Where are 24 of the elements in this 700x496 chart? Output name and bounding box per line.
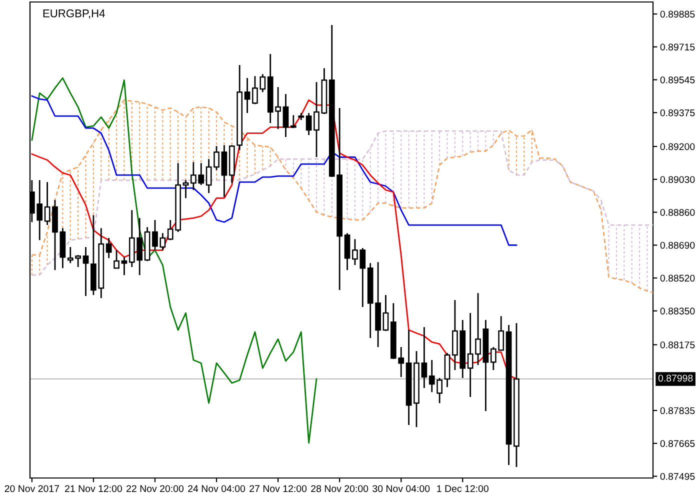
x-tick-label: 20 Nov 2017 — [4, 485, 60, 492]
y-tick-label: 0.89715 — [660, 44, 695, 50]
y-tick-label: 0.88690 — [660, 242, 695, 249]
y-tick-label: 0.89375 — [660, 109, 695, 116]
x-tick-label: 22 Nov 20:00 — [126, 485, 184, 492]
y-tick-label: 0.89200 — [660, 143, 695, 150]
x-tick-label: 28 Nov 20:00 — [311, 485, 368, 492]
y-tick-label: 0.89885 — [660, 10, 695, 18]
y-tick-label: 0.88350 — [660, 308, 695, 315]
x-tick-label: 27 Nov 12:00 — [250, 485, 307, 492]
y-tick-label: 0.88175 — [660, 341, 695, 348]
x-tick-label: 24 Nov 04:00 — [188, 485, 246, 492]
x-tick-label: 30 Nov 04:00 — [372, 485, 430, 492]
x-tick-label: 1 Dec 12:00 — [437, 485, 488, 492]
y-tick-label: 0.87665 — [660, 440, 695, 447]
x-tick-label: 21 Nov 12:00 — [65, 485, 122, 492]
y-tick-label: 0.89030 — [660, 176, 695, 183]
text: EURGBP,H4 — [43, 9, 105, 19]
y-tick-label: 0.89545 — [660, 76, 695, 84]
y-tick-label: 0.88860 — [660, 208, 695, 216]
y-tick-label: 0.88520 — [660, 274, 695, 282]
y-tick-label: 0.87835 — [660, 407, 695, 414]
y-tick-label: 0.87495 — [660, 472, 695, 480]
ref-line-label: 0.87998 — [658, 374, 693, 382]
